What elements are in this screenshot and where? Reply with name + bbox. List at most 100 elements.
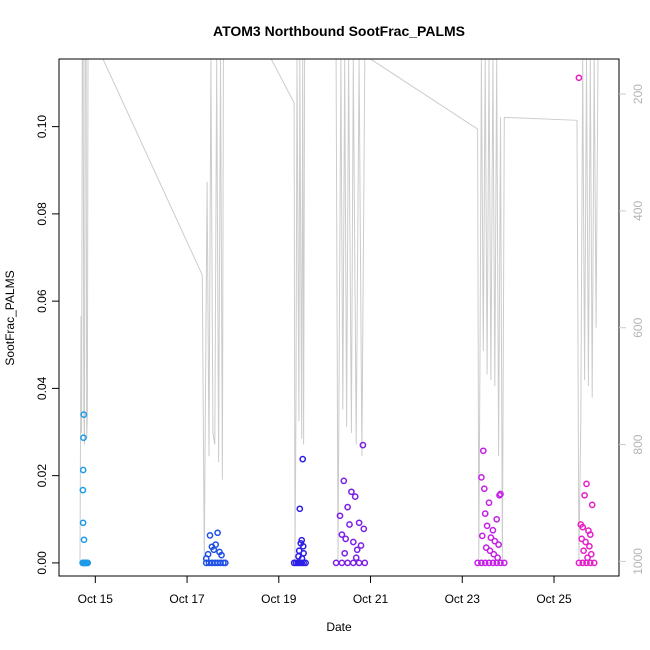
y-tick-label: 0.02	[35, 464, 49, 488]
data-point	[485, 499, 493, 507]
x-tick-label: Oct 19	[261, 592, 297, 606]
data-point	[493, 559, 501, 567]
data-point	[296, 505, 304, 513]
data-point	[582, 538, 589, 546]
data-point	[342, 535, 350, 543]
data-point	[481, 510, 489, 517]
data-point	[493, 515, 501, 523]
data-point	[302, 559, 309, 567]
flight-series-4	[332, 441, 369, 567]
data-point	[340, 477, 348, 485]
y2-tick-label: 800	[631, 434, 645, 454]
x-tick-label: Oct 23	[445, 592, 481, 606]
data-point	[80, 536, 88, 544]
x-tick-label: Oct 17	[169, 592, 205, 606]
data-point	[210, 546, 218, 554]
data-points-layer	[79, 74, 598, 567]
flight-series-5	[474, 447, 508, 567]
y-tick-label: 0.10	[35, 115, 49, 139]
data-point	[497, 559, 504, 567]
data-point	[344, 559, 351, 567]
x-axis: Oct 15 Oct 17 Oct 19 Oct 21 Oct 23 Oct 25	[78, 575, 572, 606]
data-point	[299, 542, 307, 550]
flight-series-2	[202, 529, 229, 567]
pressure-trace-layer	[79, 59, 599, 562]
data-point	[480, 485, 488, 493]
data-point	[80, 411, 88, 418]
y2-tick-label: 400	[631, 201, 645, 221]
data-point	[583, 559, 590, 567]
pressure-trace-line	[79, 59, 599, 562]
data-point	[349, 538, 357, 546]
chart-title: ATOM3 Northbound SootFrac_PALMS	[213, 23, 465, 39]
data-point	[495, 541, 502, 548]
data-point	[575, 74, 583, 82]
data-point	[361, 559, 369, 567]
data-point	[494, 554, 501, 562]
data-point	[218, 551, 225, 559]
y-tick-label: 0.04	[35, 376, 49, 400]
data-point	[583, 480, 590, 488]
data-point	[496, 491, 503, 499]
data-point	[221, 559, 229, 567]
data-point	[578, 535, 586, 543]
data-point	[588, 501, 596, 509]
data-point	[478, 532, 486, 540]
flight-series-6	[575, 74, 598, 567]
data-point	[348, 488, 355, 496]
y-tick-label: 0.00	[35, 551, 49, 575]
data-point	[214, 529, 221, 537]
data-point	[485, 559, 493, 567]
y2-tick-label: 600	[631, 317, 645, 337]
data-point	[338, 531, 346, 538]
data-point	[349, 559, 357, 567]
y2-tick-label: 200	[631, 84, 645, 104]
flight-series-3	[290, 455, 309, 567]
data-point	[491, 537, 499, 545]
data-point	[79, 519, 87, 527]
data-point	[486, 547, 494, 555]
data-point	[355, 519, 363, 527]
data-point	[481, 559, 489, 567]
data-point	[360, 525, 368, 533]
data-point	[584, 554, 591, 562]
data-point	[579, 559, 587, 567]
y-axis: 0.00 0.02 0.04 0.06 0.08 0.10	[35, 115, 59, 575]
data-point	[581, 491, 588, 499]
data-point	[490, 550, 498, 558]
data-point	[352, 554, 360, 562]
data-point	[575, 559, 583, 567]
data-point	[300, 549, 307, 557]
x-axis-label: Date	[326, 620, 352, 634]
data-point	[489, 559, 497, 567]
y2-axis: 200 400 600 800 1000	[619, 84, 645, 575]
data-point	[336, 512, 344, 520]
data-point	[357, 542, 365, 549]
data-point	[338, 559, 346, 567]
data-point	[489, 526, 497, 534]
data-point	[586, 559, 594, 567]
data-point	[79, 466, 87, 474]
data-point	[359, 441, 367, 449]
data-point	[478, 474, 485, 481]
data-point	[332, 559, 340, 567]
y-axis-label: SootFrac_PALMS	[3, 270, 17, 365]
data-point	[353, 546, 361, 554]
data-point	[500, 559, 508, 567]
data-point	[590, 559, 598, 567]
data-point	[487, 534, 495, 541]
data-point	[346, 521, 353, 528]
data-point	[299, 455, 307, 463]
data-point	[586, 531, 594, 538]
y-tick-label: 0.08	[35, 202, 49, 226]
y-tick-label: 0.06	[35, 289, 49, 313]
data-point	[344, 503, 351, 511]
data-point	[84, 559, 92, 567]
data-point	[351, 493, 359, 500]
data-point	[579, 523, 587, 531]
data-point	[474, 559, 481, 567]
data-point	[355, 559, 363, 567]
data-point	[580, 547, 587, 555]
data-point	[206, 532, 214, 539]
